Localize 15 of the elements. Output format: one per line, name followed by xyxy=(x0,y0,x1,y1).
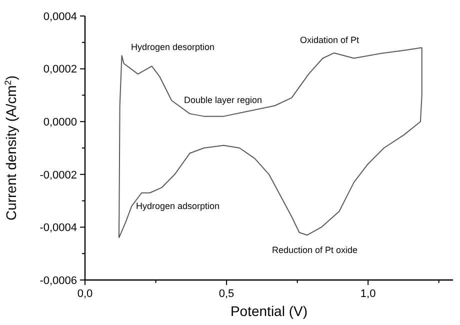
x-tick-label: 0,5 xyxy=(218,288,234,300)
annotation: Reduction of Pt oxide xyxy=(272,245,358,256)
x-tick-label: 1,0 xyxy=(360,288,376,300)
y-tick-label: 0,0002 xyxy=(43,64,77,76)
x-tick-label: 0,0 xyxy=(77,288,93,300)
annotation: Hydrogen desorption xyxy=(131,42,215,52)
annotation: Oxidation of Pt xyxy=(300,35,360,46)
y-tick-label: 0,0004 xyxy=(43,10,77,23)
annotation: Double layer region xyxy=(184,95,262,106)
x-axis-title: Potential (V) xyxy=(230,303,308,319)
y-tick-label: -0,0006 xyxy=(40,274,77,287)
annotation: Hydrogen adsorption xyxy=(136,201,220,212)
y-tick-label: -0,0002 xyxy=(40,169,77,182)
y-tick-label: 0,0000 xyxy=(43,116,77,128)
y-tick-label: -0,0004 xyxy=(40,222,77,234)
